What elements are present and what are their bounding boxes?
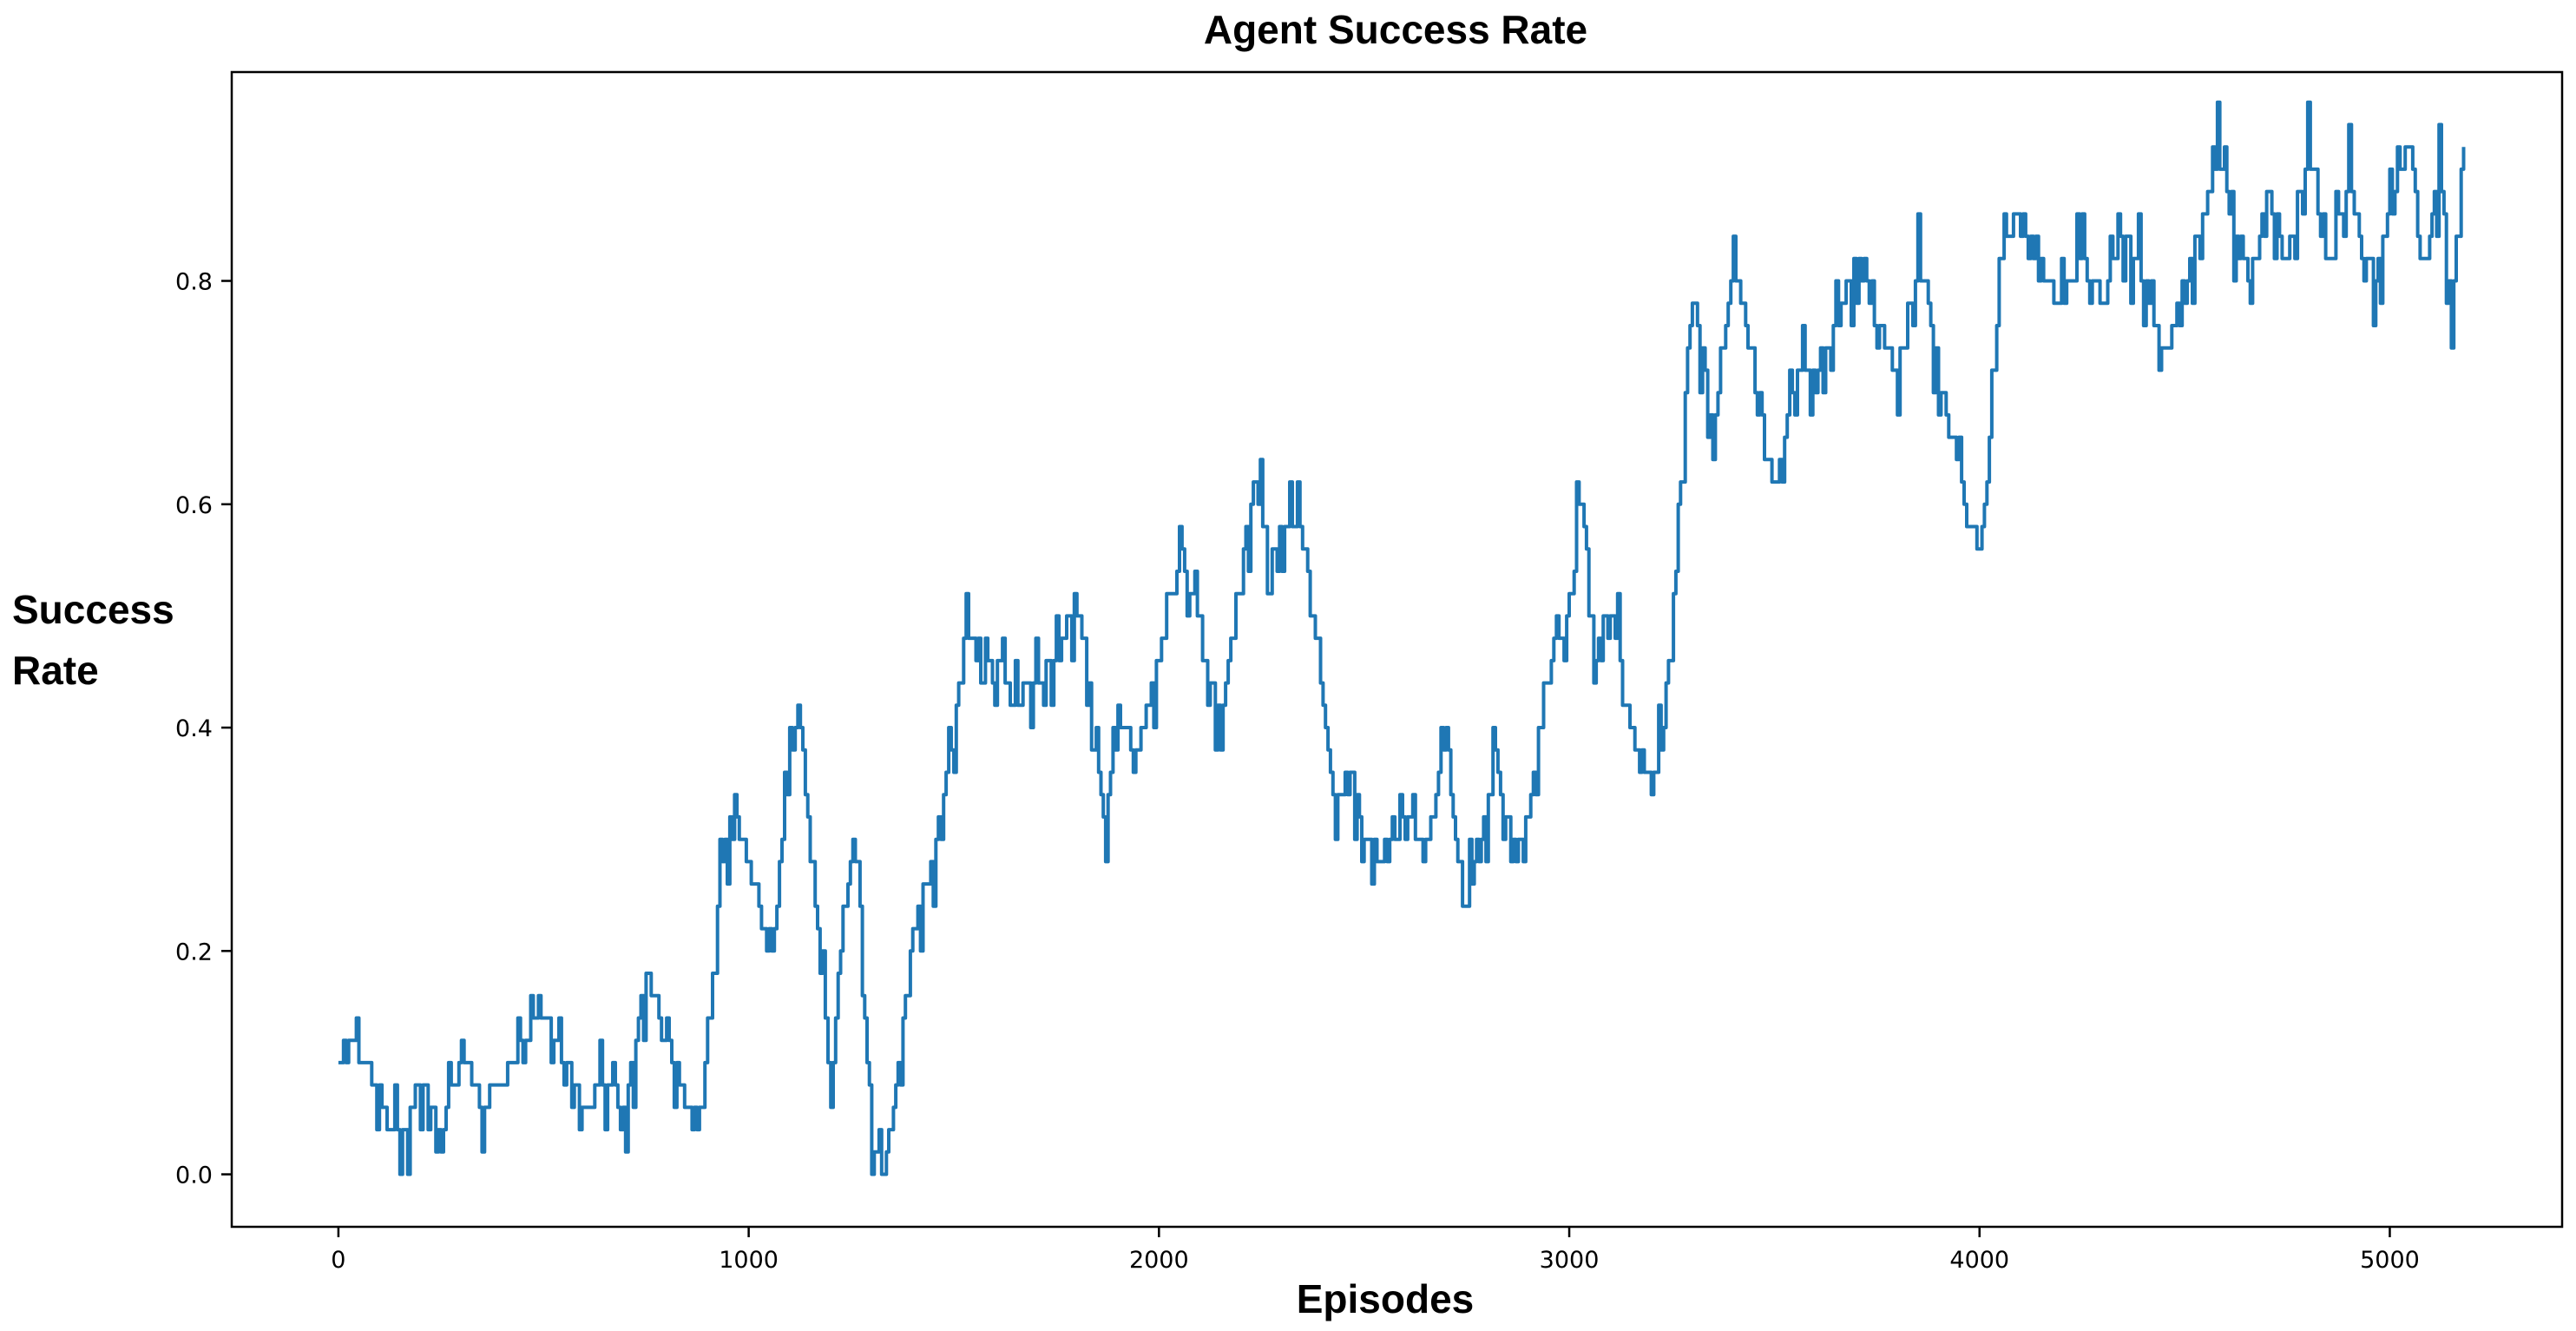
y-tick-label: 0.4 bbox=[175, 715, 213, 742]
x-axis-label: Episodes bbox=[1297, 1276, 1475, 1321]
chart-title: Agent Success Rate bbox=[1204, 7, 1587, 52]
x-tick-label: 4000 bbox=[1949, 1247, 2009, 1274]
y-tick-label: 0.6 bbox=[175, 492, 213, 519]
y-axis-label-line-2: Rate bbox=[12, 648, 99, 693]
x-tick-label: 2000 bbox=[1129, 1247, 1189, 1274]
y-tick-label: 0.8 bbox=[175, 269, 213, 296]
plot-frame bbox=[230, 70, 2564, 1229]
x-tick-label: 0 bbox=[331, 1247, 345, 1274]
x-tick-label: 5000 bbox=[2360, 1247, 2420, 1274]
y-tick-label: 0.2 bbox=[175, 939, 213, 965]
plot-area bbox=[230, 70, 2564, 1229]
x-tick-label: 1000 bbox=[719, 1247, 779, 1274]
y-axis-label: Success Rate bbox=[12, 587, 185, 693]
y-tick-label: 0.0 bbox=[175, 1163, 213, 1189]
series-line bbox=[338, 100, 2466, 1176]
x-tick-label: 3000 bbox=[1540, 1247, 1600, 1274]
y-axis: 0.0 0.2 0.4 0.6 0.8 bbox=[175, 269, 232, 1189]
x-axis: 0 1000 2000 3000 4000 5000 bbox=[331, 1227, 2420, 1274]
y-axis-label-line-1: Success bbox=[12, 587, 174, 632]
